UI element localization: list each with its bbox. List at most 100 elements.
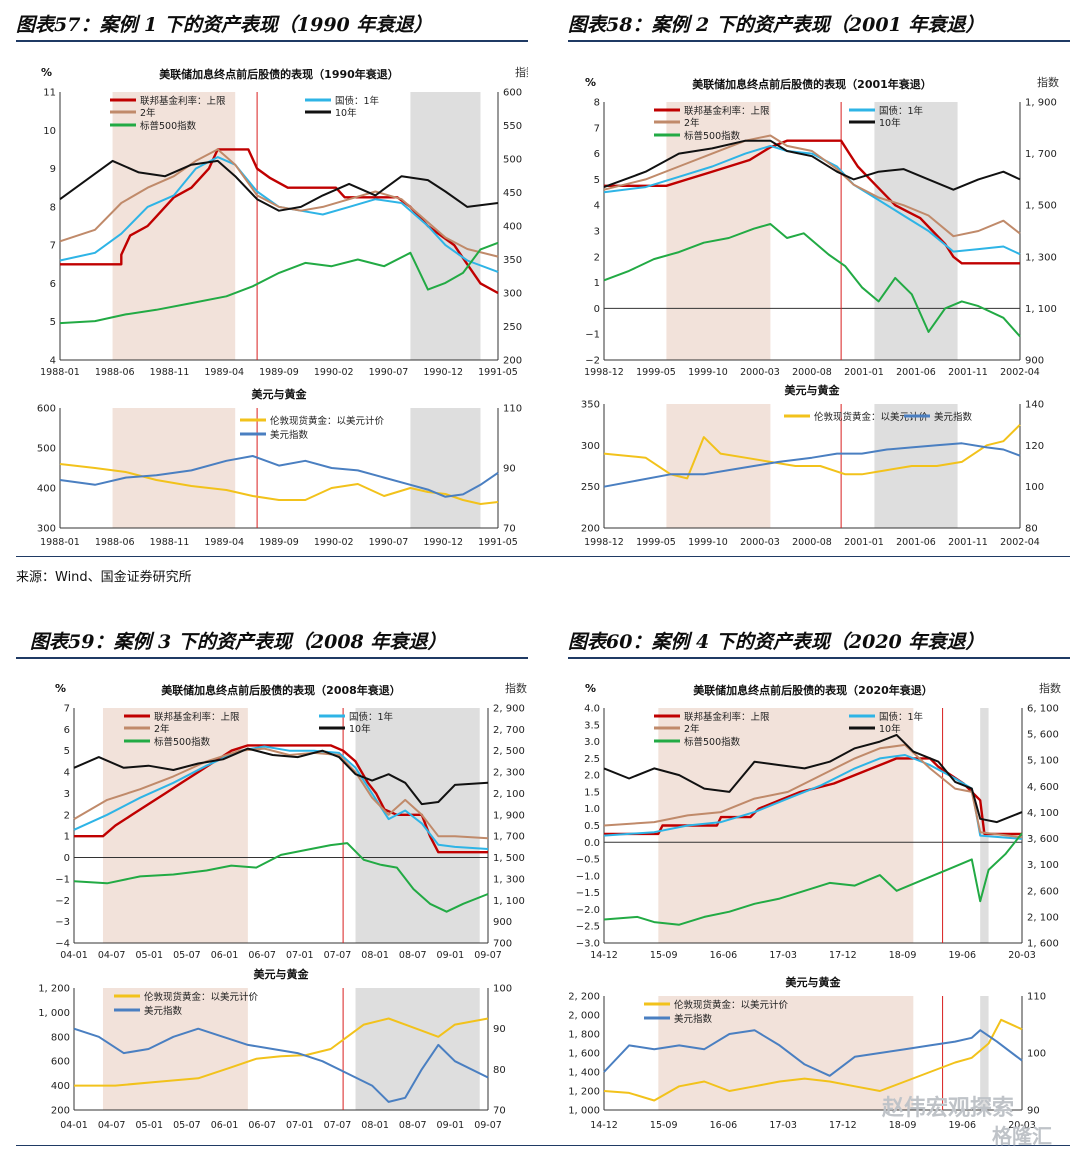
legend-label-dxy: 美元指数 [144, 1005, 183, 1017]
x-tick-label: 05-07 [173, 950, 201, 961]
left-y-tick-label: 250 [581, 482, 600, 493]
right-axis-unit: 指数 [505, 681, 527, 695]
left-y-tick-label: 1, 000 [38, 1008, 70, 1019]
figure-title-57: 图表57：案例 1 下的资产表现（1990 年衰退） [16, 14, 433, 36]
left-y-tick-label: 8 [50, 202, 56, 213]
cycle-shade-sub [112, 408, 236, 528]
right-y-tick-label: 1, 500 [1025, 201, 1057, 212]
left-y-tick-label: −1.5 [576, 888, 600, 899]
x-tick-label: 06-01 [211, 950, 239, 961]
left-y-tick-label: 0.5 [584, 821, 600, 832]
legend-label-spx: 标普500指数 [140, 120, 197, 132]
right-axis-unit: 指数 [1039, 681, 1061, 695]
recession-shade-sub [980, 996, 989, 1110]
left-y-tick-label: 500 [37, 444, 56, 455]
series-spx-line [603, 832, 1023, 926]
x-tick-label: 04-01 [60, 1120, 88, 1131]
sub-chart-title: 美元与黄金 [252, 387, 308, 401]
x-tick-label: 1990-12 [423, 367, 463, 378]
x-tick-label: 04-07 [98, 1120, 126, 1131]
left-y-tick-label: 400 [51, 1081, 70, 1092]
chart-title: 美联储加息终点前后股债的表现（2001年衰退） [692, 77, 932, 91]
left-axis-unit: % [585, 682, 596, 695]
x-tick-label: 06-07 [248, 950, 276, 961]
right-y-tick-label: 1, 300 [1025, 252, 1057, 263]
right-y-tick-label: 110 [503, 404, 522, 415]
x-tick-label: 2000-03 [740, 537, 780, 548]
right-y-tick-label: 1, 100 [493, 896, 525, 907]
x-tick-label: 07-07 [324, 950, 352, 961]
left-y-tick-label: −1.0 [576, 871, 600, 882]
left-y-tick-label: 6 [594, 149, 600, 160]
x-tick-label: 2002-04 [1000, 537, 1040, 548]
legend-label-y1: 国债：1年 [335, 95, 380, 107]
right-y-tick-label: 1, 700 [1025, 149, 1057, 160]
x-tick-label: 08-01 [361, 950, 389, 961]
right-y-tick-label: 80 [1025, 524, 1038, 535]
left-y-tick-label: −4 [55, 939, 70, 950]
x-tick-label: 09-01 [437, 950, 465, 961]
legend-label-spx: 标普500指数 [684, 736, 741, 748]
left-y-tick-label: 200 [581, 524, 600, 535]
x-tick-label: 08-01 [361, 1120, 389, 1131]
x-tick-label: 17-03 [769, 950, 797, 961]
right-y-tick-label: 100 [1027, 1049, 1046, 1060]
right-y-tick-label: 900 [493, 917, 512, 928]
right-y-tick-label: 2, 100 [493, 789, 525, 800]
left-y-tick-label: 400 [37, 484, 56, 495]
legend-label-gold: 伦敦现货黄金：以美元计价 [814, 411, 929, 423]
x-tick-label: 2001-01 [844, 367, 884, 378]
chart-2001-recession: −2 −1 0 1 2 3 4 5 6 7 8 900 1, 100 1, 300 1, 500 1, 700… [581, 75, 1059, 548]
x-tick-label: 19-06 [948, 950, 976, 961]
recession-shade-main [410, 92, 481, 360]
left-y-tick-label: −1 [55, 874, 70, 885]
legend-label-spx: 标普500指数 [684, 130, 741, 142]
left-y-tick-label: 1, 400 [568, 1068, 600, 1079]
x-tick-label: 1988-01 [40, 367, 80, 378]
right-y-tick-label: 90 [493, 1024, 506, 1035]
x-tick-label: 1998-12 [584, 367, 624, 378]
series-fed-line [60, 148, 499, 295]
sub-chart-title: 美元与黄金 [785, 383, 841, 397]
x-tick-label: 04-01 [60, 950, 88, 961]
sub-chart-title: 美元与黄金 [786, 975, 842, 989]
x-tick-label: 2001-06 [896, 367, 936, 378]
figure-title-60: 图表60：案例 4 下的资产表现（2020 年衰退） [568, 631, 985, 653]
x-tick-label: 17-12 [829, 950, 857, 961]
left-y-tick-label: 1 [594, 278, 600, 289]
left-y-tick-label: 2.0 [584, 771, 600, 782]
left-y-tick-label: 2 [594, 252, 600, 263]
x-tick-label: 2000-08 [792, 367, 832, 378]
x-tick-label: 08-07 [399, 1120, 427, 1131]
legend-label-y1: 国债：1年 [879, 105, 924, 117]
left-y-tick-label: 1, 200 [568, 1087, 600, 1098]
left-axis-unit: % [41, 66, 52, 79]
x-tick-label: 16-06 [710, 1120, 738, 1131]
series-y2-line [603, 743, 1023, 839]
figure-title-59: 图表59：案例 3 下的资产表现（2008 年衰退） [30, 631, 447, 653]
legend-label-dxy: 美元指数 [270, 429, 309, 441]
figure-title-58: 图表58：案例 2 下的资产表现（2001 年衰退） [568, 14, 985, 36]
x-tick-label: 1990-12 [423, 537, 463, 548]
source-rule [16, 556, 1070, 557]
recession-shade-sub [355, 988, 480, 1110]
right-y-tick-label: 250 [503, 322, 522, 333]
x-tick-label: 1990-02 [314, 367, 354, 378]
left-y-tick-label: 2, 000 [568, 1011, 600, 1022]
left-y-tick-label: 9 [50, 164, 56, 175]
right-y-tick-label: 140 [1025, 400, 1044, 411]
x-tick-label: 18-09 [889, 950, 917, 961]
right-y-tick-label: 550 [503, 121, 522, 132]
x-tick-label: 04-07 [98, 950, 126, 961]
left-y-tick-label: 1, 600 [568, 1049, 600, 1060]
left-y-tick-label: 1.5 [584, 787, 600, 798]
right-y-tick-label: 3, 100 [1027, 860, 1059, 871]
x-tick-label: 1991-05 [478, 537, 518, 548]
left-y-tick-label: 1, 000 [568, 1106, 600, 1117]
left-y-tick-label: 5 [50, 317, 56, 328]
x-tick-label: 1989-09 [259, 537, 299, 548]
left-y-tick-label: 600 [37, 404, 56, 415]
left-y-tick-label: 0 [64, 853, 70, 864]
x-tick-label: 2001-11 [948, 367, 988, 378]
x-tick-label: 1989-04 [204, 367, 244, 378]
